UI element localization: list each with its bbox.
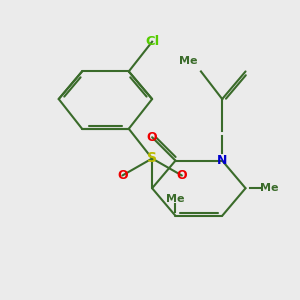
Text: N: N <box>217 154 227 167</box>
Text: Me: Me <box>179 56 197 66</box>
Text: Me: Me <box>166 194 185 204</box>
Text: S: S <box>147 152 157 166</box>
Text: O: O <box>176 169 187 182</box>
Text: O: O <box>147 131 158 144</box>
Text: Me: Me <box>260 183 278 193</box>
Text: O: O <box>117 169 128 182</box>
Text: Cl: Cl <box>145 35 159 48</box>
